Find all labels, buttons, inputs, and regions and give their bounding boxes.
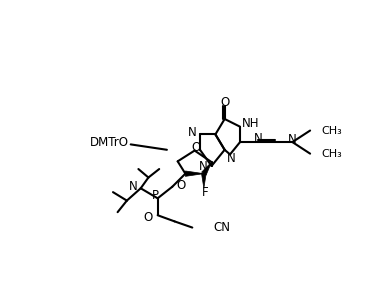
Text: CH₃: CH₃ (321, 126, 342, 135)
Text: P: P (152, 189, 159, 202)
Polygon shape (202, 162, 212, 175)
Text: N: N (187, 126, 196, 139)
Text: DMTrO: DMTrO (90, 136, 129, 149)
Polygon shape (201, 174, 206, 188)
Text: F: F (202, 186, 209, 199)
Polygon shape (185, 171, 204, 176)
Text: NH: NH (242, 117, 260, 130)
Text: N: N (288, 132, 297, 145)
Text: O: O (221, 95, 230, 109)
Text: O: O (176, 179, 185, 192)
Text: N: N (199, 160, 208, 173)
Text: N: N (253, 132, 262, 145)
Text: N: N (227, 152, 236, 165)
Text: O: O (192, 141, 201, 154)
Text: CN: CN (214, 221, 231, 234)
Text: N: N (129, 180, 138, 193)
Text: O: O (144, 211, 153, 224)
Text: CH₃: CH₃ (321, 149, 342, 159)
